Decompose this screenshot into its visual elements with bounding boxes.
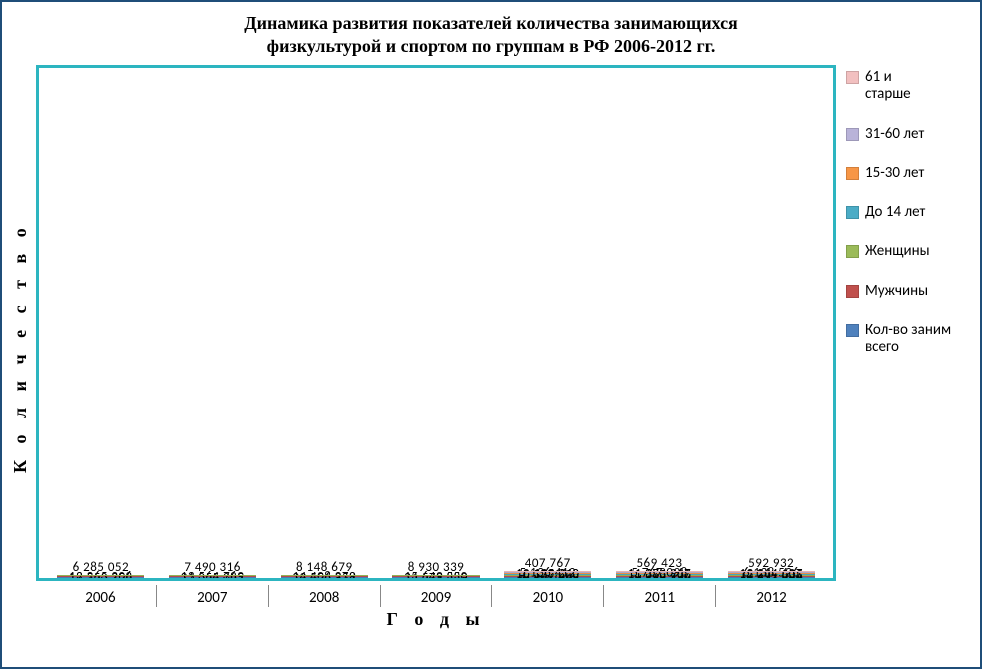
bar-segment-label: 8 930 339 bbox=[392, 560, 479, 575]
bar-segment-label: 6 285 052 bbox=[57, 560, 144, 575]
legend-swatch bbox=[846, 71, 859, 84]
chart-title: Динамика развития показателей количества… bbox=[48, 12, 934, 57]
bar-slot: 29 439 15418 712 93410 726 22011 683 400… bbox=[604, 68, 716, 578]
legend-label: До 14 лет bbox=[865, 204, 925, 221]
x-tick: 2007 bbox=[156, 585, 268, 607]
bar: 29 439 15418 712 93410 726 22011 683 400… bbox=[616, 571, 703, 578]
bar-segment-label: 569 423 bbox=[616, 556, 703, 571]
bar-segment-a61: 407 767 bbox=[504, 571, 591, 572]
bar-segment-a61: 569 423 bbox=[616, 571, 703, 572]
x-tick: 2009 bbox=[380, 585, 492, 607]
legend-item: До 14 лет bbox=[846, 204, 970, 221]
bar-segment-men: 14 408 279 bbox=[281, 576, 368, 577]
legend-label: Женщины bbox=[865, 243, 930, 260]
y-axis-label: К о л и ч е с т в о bbox=[8, 65, 36, 630]
legend-swatch bbox=[846, 245, 859, 258]
x-axis-wrap: 2006200720082009201020112012 Г о д ы bbox=[36, 581, 836, 630]
bar-segment-women: 8 930 339 bbox=[392, 575, 479, 576]
x-tick: 2011 bbox=[603, 585, 715, 607]
bar-segment-label: 592 932 bbox=[728, 556, 815, 571]
bar: 24 579 88915 649 5508 930 339 bbox=[392, 575, 479, 578]
legend-swatch bbox=[846, 324, 859, 337]
bar-segment-women: 6 285 052 bbox=[57, 575, 144, 576]
legend-swatch bbox=[846, 285, 859, 298]
bar-segment-label: 8 148 679 bbox=[281, 560, 368, 575]
legend-label: 31-60 лет bbox=[865, 126, 924, 143]
bar: 21 055 08513 564 7697 490 316 bbox=[169, 575, 256, 578]
bar: 18 550 25812 265 2066 285 052 bbox=[57, 575, 144, 578]
bar-segment-a61: 592 932 bbox=[728, 571, 815, 572]
legend-item: 15-30 лет bbox=[846, 165, 970, 182]
bars-container: 18 550 25812 265 2066 285 052 21 055 0851… bbox=[39, 68, 833, 578]
bar: 22 556 95814 408 2798 148 679 bbox=[281, 575, 368, 578]
bar-slot: 24 579 88915 649 5508 930 339 bbox=[380, 68, 492, 578]
bar-slot: 18 550 25812 265 2066 285 052 bbox=[45, 68, 157, 578]
legend-label: Кол-во занимвсего bbox=[865, 322, 951, 357]
x-axis: 2006200720082009201020112012 bbox=[39, 581, 833, 607]
x-tick: 2006 bbox=[45, 585, 156, 607]
bar: 32 237 39820 277 54411 959 85412 241 333… bbox=[728, 571, 815, 578]
legend-label: 61 истарше bbox=[865, 69, 911, 104]
bar-slot: 26 257 04716 707 1659 549 88210 577 6281… bbox=[492, 68, 604, 578]
x-axis-label: Г о д ы bbox=[39, 609, 833, 630]
legend-item: Мужчины bbox=[846, 283, 970, 300]
legend: 61 истарше 31-60 лет 15-30 лет До 14 лет Жен… bbox=[836, 65, 974, 630]
legend-swatch bbox=[846, 128, 859, 141]
legend-item: 31-60 лет bbox=[846, 126, 970, 143]
bar-slot: 21 055 08513 564 7697 490 316 bbox=[157, 68, 269, 578]
legend-swatch bbox=[846, 167, 859, 180]
chart-body: К о л и ч е с т в о 18 550 25812 265 206… bbox=[8, 65, 974, 630]
bar: 26 257 04716 707 1659 549 88210 577 6281… bbox=[504, 571, 591, 578]
bar-segment-women: 8 148 679 bbox=[281, 575, 368, 576]
legend-swatch bbox=[846, 206, 859, 219]
title-line-1: Динамика развития показателей количества… bbox=[244, 13, 738, 33]
plot-area: 18 550 25812 265 2066 285 052 21 055 0851… bbox=[36, 65, 836, 581]
bar-segment-a31_60: 5 136 412 bbox=[504, 572, 591, 573]
legend-label: 15-30 лет bbox=[865, 165, 924, 182]
bar-segment-a31_60: 5 767 098 bbox=[616, 572, 703, 573]
legend-item: Женщины bbox=[846, 243, 970, 260]
legend-item: Кол-во занимвсего bbox=[846, 322, 970, 357]
bar-segment-women: 7 490 316 bbox=[169, 575, 256, 576]
title-line-2: физкультурой и спортом по группам в РФ 2… bbox=[267, 36, 716, 56]
bar-segment-men: 12 265 206 bbox=[57, 576, 144, 577]
x-tick: 2010 bbox=[491, 585, 603, 607]
legend-label: Мужчины bbox=[865, 283, 928, 300]
x-tick: 2008 bbox=[268, 585, 380, 607]
bar-segment-label: 7 490 316 bbox=[169, 560, 256, 575]
bar-segment-men: 15 649 550 bbox=[392, 576, 479, 577]
bar-segment-a31_60: 6 138 526 bbox=[728, 572, 815, 573]
chart-frame: Динамика развития показателей количества… bbox=[0, 0, 982, 669]
plot-column: 18 550 25812 265 2066 285 052 21 055 0851… bbox=[36, 65, 836, 630]
bar-segment-label: 407 767 bbox=[504, 556, 591, 571]
legend-item: 61 истарше bbox=[846, 69, 970, 104]
bar-slot: 22 556 95814 408 2798 148 679 bbox=[268, 68, 380, 578]
x-tick: 2012 bbox=[715, 585, 827, 607]
bar-segment-men: 13 564 769 bbox=[169, 576, 256, 577]
bar-slot: 32 237 39820 277 54411 959 85412 241 333… bbox=[715, 68, 827, 578]
